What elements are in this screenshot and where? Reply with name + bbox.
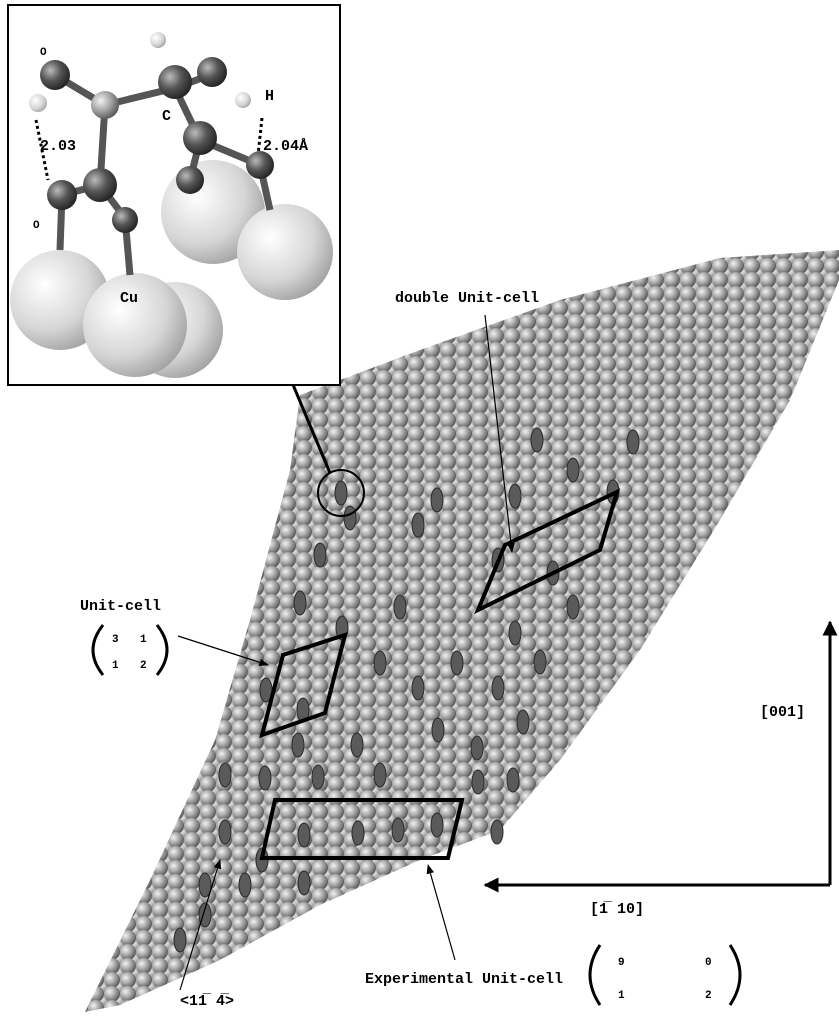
adsorbate bbox=[451, 651, 463, 675]
adsorbate bbox=[351, 733, 363, 757]
adsorbate bbox=[344, 506, 356, 530]
matrix-bracket bbox=[157, 625, 167, 675]
adsorbate bbox=[517, 710, 529, 734]
matrix-entry: 1 bbox=[112, 660, 119, 672]
adsorbate bbox=[492, 676, 504, 700]
adsorbate bbox=[239, 873, 251, 897]
pointer-arrow bbox=[428, 865, 455, 960]
c-atom bbox=[158, 65, 192, 99]
adsorbate bbox=[259, 766, 271, 790]
matrix-entry: 1 bbox=[140, 634, 147, 646]
adsorbate bbox=[412, 676, 424, 700]
h-atom bbox=[150, 32, 166, 48]
adsorbate bbox=[412, 513, 424, 537]
adsorbate bbox=[431, 488, 443, 512]
adsorbate bbox=[174, 928, 186, 952]
matrix-bracket bbox=[93, 625, 103, 675]
o-atom bbox=[246, 151, 274, 179]
adsorbate bbox=[507, 768, 519, 792]
adsorbate bbox=[312, 765, 324, 789]
c-atom bbox=[83, 168, 117, 202]
matrix-entry: 2 bbox=[140, 660, 147, 672]
c-atom bbox=[91, 91, 119, 119]
adsorbate bbox=[627, 430, 639, 454]
bond-length: 2.04Å bbox=[263, 138, 308, 155]
direction-label: <11̅ 4̅> bbox=[180, 993, 234, 1010]
o-atom bbox=[176, 166, 204, 194]
matrix-bracket bbox=[730, 945, 740, 1005]
cu-atom bbox=[237, 204, 333, 300]
adsorbate bbox=[534, 650, 546, 674]
cu-atom bbox=[83, 273, 187, 377]
adsorbate bbox=[491, 820, 503, 844]
matrix-bracket bbox=[590, 945, 600, 1005]
adsorbate bbox=[298, 823, 310, 847]
adsorbate bbox=[394, 595, 406, 619]
matrix-entry: 9 bbox=[618, 957, 625, 969]
adsorbate bbox=[374, 651, 386, 675]
adsorbate bbox=[374, 763, 386, 787]
double-unit-cell-label: double Unit-cell bbox=[395, 290, 539, 307]
matrix-entry: 3 bbox=[112, 634, 119, 646]
adsorbate bbox=[219, 820, 231, 844]
page: O O C H 2.03 2.04Å Cu double Unit-cell U… bbox=[0, 0, 839, 1017]
adsorbate bbox=[314, 543, 326, 567]
o-atom bbox=[112, 207, 138, 233]
adsorbate bbox=[292, 733, 304, 757]
o-atom bbox=[40, 60, 70, 90]
atom-label: O bbox=[40, 47, 47, 59]
adsorbate bbox=[509, 621, 521, 645]
atom-label: Cu bbox=[120, 290, 138, 307]
experimental-unit-cell-label: Experimental Unit-cell bbox=[365, 971, 563, 988]
figure: O O C H 2.03 2.04Å Cu double Unit-cell U… bbox=[0, 0, 839, 1017]
adsorbate bbox=[567, 458, 579, 482]
matrix-entry: 0 bbox=[705, 957, 712, 969]
adsorbate bbox=[294, 591, 306, 615]
adsorbate bbox=[432, 718, 444, 742]
adsorbate bbox=[335, 481, 347, 505]
adsorbate bbox=[352, 821, 364, 845]
adsorbate bbox=[567, 595, 579, 619]
adsorbate bbox=[471, 736, 483, 760]
atom-label: O bbox=[33, 220, 40, 232]
o-atom bbox=[197, 57, 227, 87]
direction-label: [1̅ 10] bbox=[590, 901, 644, 918]
matrix-entry: 2 bbox=[705, 990, 712, 1002]
direction-label: [001] bbox=[760, 704, 805, 721]
adsorbate bbox=[509, 484, 521, 508]
matrix-entry: 1 bbox=[618, 990, 625, 1002]
bond-length: 2.03 bbox=[40, 138, 76, 155]
o-atom bbox=[47, 180, 77, 210]
c-atom bbox=[183, 121, 217, 155]
h-atom bbox=[235, 92, 251, 108]
adsorbate bbox=[472, 770, 484, 794]
adsorbate bbox=[431, 813, 443, 837]
unit-cell-label: Unit-cell bbox=[80, 598, 161, 615]
atom-label: C bbox=[162, 108, 171, 125]
atom-label: H bbox=[265, 88, 274, 105]
adsorbate bbox=[219, 763, 231, 787]
h-atom bbox=[29, 94, 47, 112]
adsorbate bbox=[531, 428, 543, 452]
adsorbate bbox=[392, 818, 404, 842]
adsorbate bbox=[298, 871, 310, 895]
